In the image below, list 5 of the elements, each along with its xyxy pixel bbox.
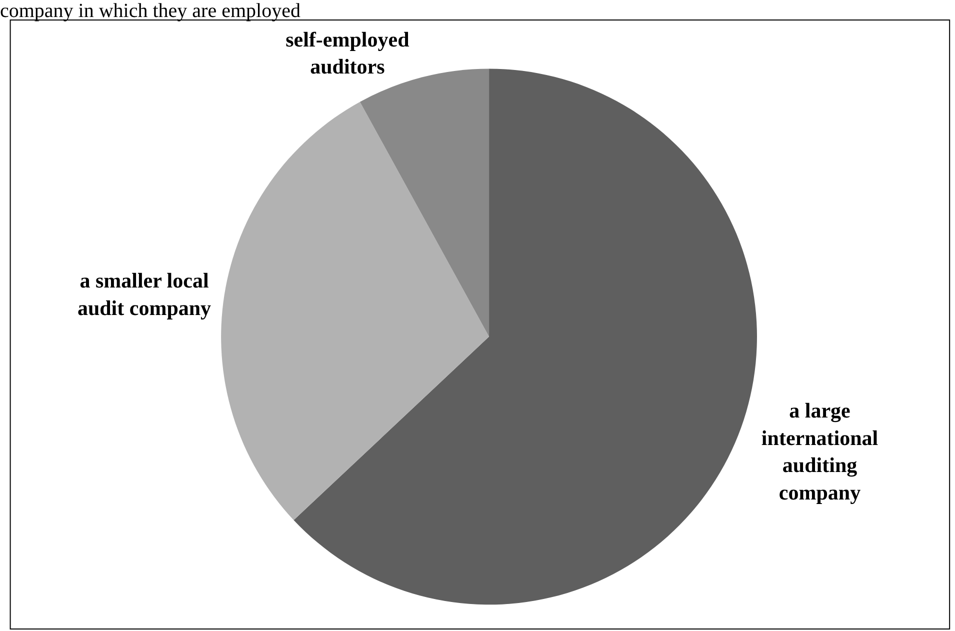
slice-label: a large international auditing company — [761, 398, 878, 504]
slice-label: a smaller local audit company — [77, 268, 212, 320]
chart-title: company in which they are employed — [0, 0, 300, 22]
slice-label: self-employed auditors — [286, 27, 410, 79]
pie-slice — [221, 102, 490, 520]
